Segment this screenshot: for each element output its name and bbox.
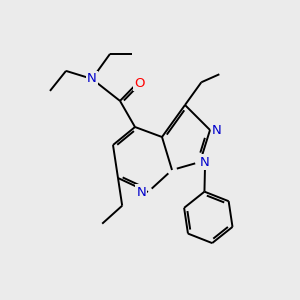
Text: N: N [212, 124, 222, 136]
Text: N: N [136, 185, 146, 199]
Text: N: N [87, 72, 97, 86]
Text: O: O [134, 76, 145, 90]
Text: N: N [200, 155, 210, 169]
